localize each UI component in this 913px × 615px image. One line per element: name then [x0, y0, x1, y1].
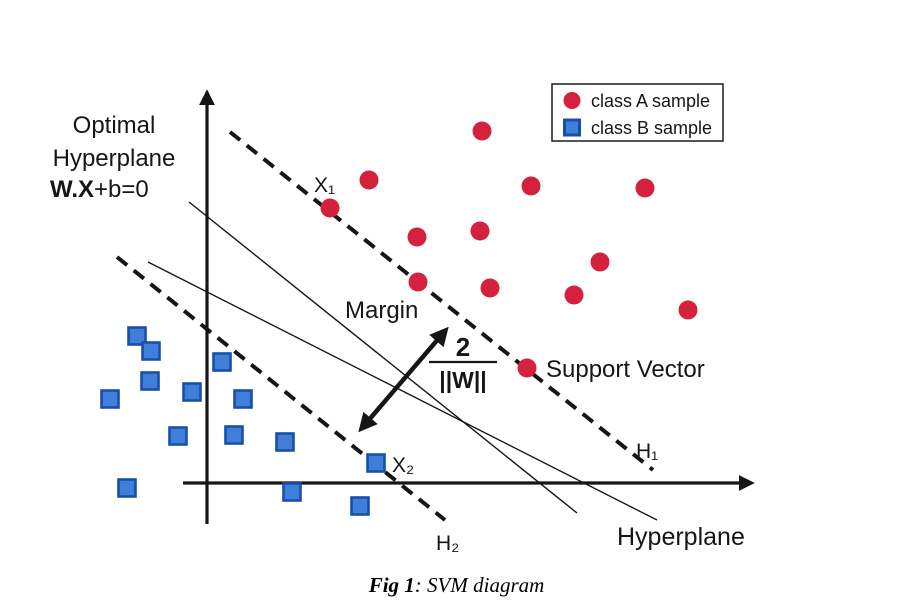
- margin-boundaries: [115, 130, 655, 522]
- margin-arrow-layer: [358, 326, 449, 433]
- diagram-labels: Optimal Hyperplane W.X+b=0 Margin Suppor…: [50, 112, 745, 555]
- margin-fraction-numerator: 2: [456, 332, 470, 362]
- axes: [183, 89, 755, 524]
- class-a-point: [359, 170, 379, 190]
- hyperplane-label: Hyperplane: [617, 523, 745, 551]
- x2-point-label: X₂: [392, 454, 414, 477]
- class-b-point: [141, 341, 161, 361]
- class-b-point: [366, 453, 386, 473]
- h2-line-label: H₂: [436, 532, 459, 555]
- margin-arrow: [358, 326, 449, 433]
- optimal-hyperplane-label-line1: Optimal: [73, 112, 156, 139]
- legend: class A sample class B sample: [551, 83, 724, 142]
- h2-boundary-line: [115, 255, 447, 522]
- equation-wx: W.X: [50, 176, 94, 203]
- class-a-point: [517, 358, 537, 378]
- class-a-point: [472, 121, 492, 141]
- class-b-point: [140, 371, 160, 391]
- x1-point-label: X₁: [314, 174, 335, 197]
- class-b-point: [275, 432, 295, 452]
- margin-label: Margin: [345, 297, 418, 324]
- equation-rest: +b=0: [94, 176, 149, 203]
- class-b-point: [212, 352, 232, 372]
- class-b-point: [224, 425, 244, 445]
- class-b-points: [100, 326, 386, 516]
- class-b-legend-label: class B sample: [591, 118, 712, 138]
- class-a-point: [480, 278, 500, 298]
- class-a-legend-marker-icon: [563, 92, 581, 109]
- class-a-legend-label: class A sample: [591, 91, 710, 111]
- optimal-hyperplane-label-line2: Hyperplane: [53, 145, 176, 172]
- h1-line-label: H₁: [636, 440, 658, 463]
- class-a-point: [564, 285, 584, 305]
- class-b-point: [127, 326, 147, 346]
- class-b-point: [117, 478, 137, 498]
- class-a-point: [320, 198, 340, 218]
- margin-fraction-denominator: ||W||: [439, 367, 486, 393]
- class-b-point: [282, 482, 302, 502]
- support-vector-label: Support Vector: [546, 356, 705, 383]
- figure-caption: Fig 1: SVM diagram: [0, 573, 913, 598]
- class-a-point: [521, 176, 541, 196]
- class-b-point: [350, 496, 370, 516]
- class-a-point: [678, 300, 698, 320]
- class-b-point: [182, 382, 202, 402]
- class-a-point: [590, 252, 610, 272]
- caption-fig-number: Fig 1: [368, 573, 415, 597]
- class-a-point: [635, 178, 655, 198]
- class-a-point: [408, 272, 428, 292]
- hyperplane-equation: W.X+b=0: [50, 176, 149, 203]
- class-b-point: [100, 389, 120, 409]
- class-a-point: [470, 221, 490, 241]
- class-b-legend-marker-icon: [563, 118, 581, 137]
- h1-boundary-line: [228, 130, 655, 472]
- class-b-point: [233, 389, 253, 409]
- class-a-points: [320, 121, 698, 378]
- class-b-point: [168, 426, 188, 446]
- caption-text: : SVM diagram: [414, 573, 545, 597]
- class-a-point: [407, 227, 427, 247]
